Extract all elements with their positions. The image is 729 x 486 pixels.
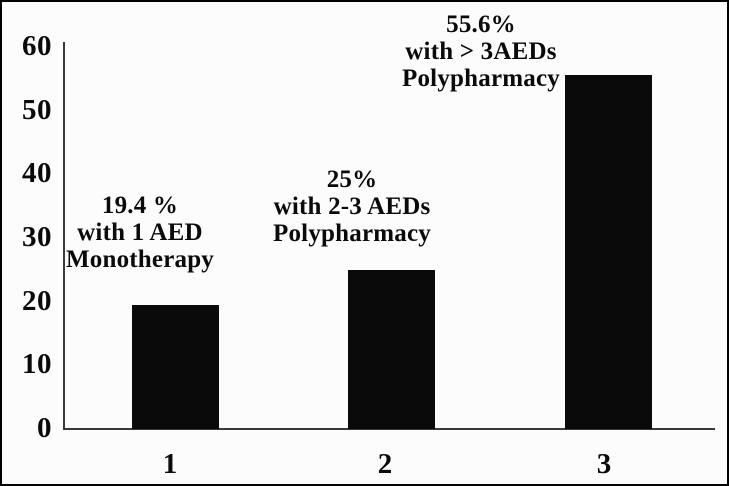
annotation-line: 25% bbox=[326, 166, 378, 193]
bar-2 bbox=[347, 269, 435, 429]
annotation-bar-1: 19.4 % with 1 AED Monotherapy bbox=[15, 192, 265, 273]
y-tick-label-60: 60 bbox=[22, 29, 52, 62]
annotation-line: 55.6% bbox=[446, 11, 516, 38]
annotation-line: with 1 AED bbox=[77, 219, 203, 246]
annotation-line: Polypharmacy bbox=[273, 220, 431, 247]
x-category-label-2: 2 bbox=[377, 448, 393, 480]
bar-3 bbox=[564, 75, 652, 429]
annotation-bar-2: 25% with 2-3 AEDs Polypharmacy bbox=[227, 166, 477, 247]
x-category-label-1: 1 bbox=[162, 448, 178, 480]
annotation-line: with 2-3 AEDs bbox=[273, 193, 431, 220]
y-tick-label-50: 50 bbox=[22, 93, 52, 126]
annotation-line: 19.4 % bbox=[101, 192, 179, 219]
annotation-line: Polypharmacy bbox=[402, 65, 560, 92]
y-tick-label-30: 30 bbox=[22, 220, 52, 253]
y-tick-label-20: 20 bbox=[22, 284, 52, 317]
bar-1 bbox=[131, 305, 219, 429]
x-category-label-3: 3 bbox=[596, 448, 612, 480]
annotation-line: with > 3AEDs bbox=[405, 38, 557, 65]
annotation-bar-3: 55.6% with > 3AEDs Polypharmacy bbox=[356, 11, 606, 92]
annotation-line: Monotherapy bbox=[65, 246, 215, 273]
x-axis-line bbox=[63, 428, 715, 430]
y-axis-line bbox=[63, 42, 65, 429]
y-tick-label-0: 0 bbox=[37, 411, 52, 444]
y-tick-label-40: 40 bbox=[22, 157, 52, 190]
y-tick-label-10: 10 bbox=[22, 348, 52, 381]
